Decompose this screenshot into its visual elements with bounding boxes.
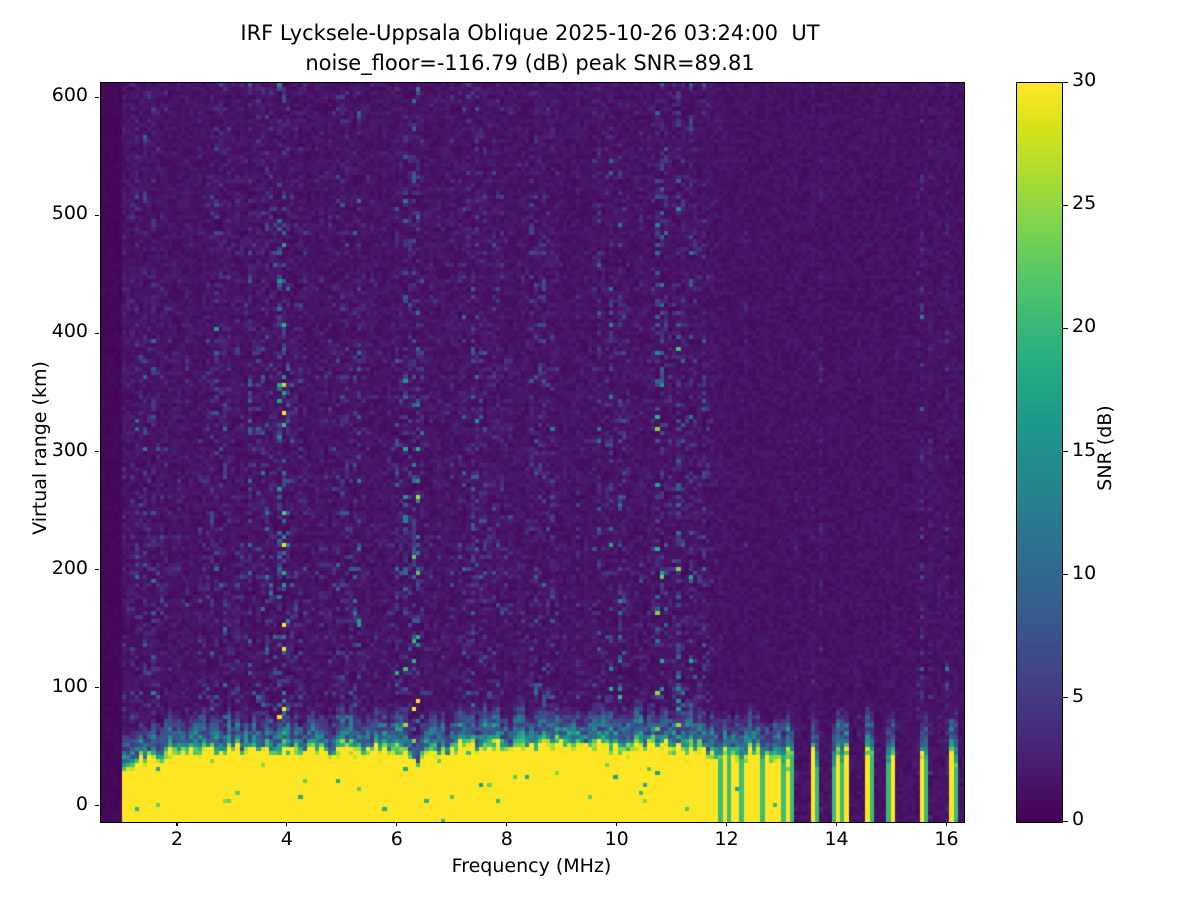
colorbar-tick-mark (1063, 574, 1068, 576)
colorbar-tick-label: 5 (1072, 684, 1085, 707)
figure-title: IRF Lycksele-Uppsala Oblique 2025-10-26 … (0, 18, 1060, 78)
x-tick-label: 8 (500, 828, 513, 850)
colorbar-tick-mark (1063, 81, 1068, 83)
colorbar-tick-mark (1063, 327, 1068, 329)
y-tick-label: 600 (51, 84, 88, 107)
x-tick-mark (836, 822, 838, 826)
x-tick-label: 4 (280, 828, 293, 850)
colorbar-tick-mark (1063, 697, 1068, 699)
colorbar-tick-mark (1063, 820, 1068, 822)
x-tick-label: 2 (170, 828, 183, 850)
x-tick-label: 12 (714, 828, 739, 850)
x-tick-mark (506, 822, 508, 826)
x-tick-label: 16 (934, 828, 959, 850)
x-tick-mark (946, 822, 948, 826)
title-line-1: IRF Lycksele-Uppsala Oblique 2025-10-26 … (240, 21, 820, 45)
colorbar-tick-label: 0 (1072, 808, 1085, 830)
colorbar (1016, 82, 1063, 823)
colorbar-tick-mark (1063, 451, 1068, 453)
x-tick-mark (286, 822, 288, 826)
y-tick-label: 300 (51, 438, 88, 461)
y-tick-mark (95, 96, 99, 98)
colorbar-tick-label: 10 (1072, 561, 1097, 584)
y-tick-mark (95, 805, 99, 807)
colorbar-tick-mark (1063, 204, 1068, 206)
y-tick-mark (95, 214, 99, 216)
x-tick-mark (616, 822, 618, 826)
y-tick-mark (95, 569, 99, 571)
plot-axes (100, 82, 965, 823)
title-line-2: noise_floor=-116.79 (dB) peak SNR=89.81 (305, 51, 755, 75)
y-tick-label: 400 (51, 320, 88, 343)
x-tick-label: 10 (604, 828, 629, 850)
ionogram-heatmap (101, 83, 964, 822)
y-tick-mark (95, 687, 99, 689)
x-tick-mark (176, 822, 178, 826)
colorbar-tick-label: 30 (1072, 69, 1097, 91)
x-tick-label: 14 (824, 828, 849, 850)
y-tick-label: 200 (51, 556, 88, 579)
x-axis-label: Frequency (MHz) (451, 855, 612, 877)
x-tick-mark (396, 822, 398, 826)
x-tick-mark (726, 822, 728, 826)
colorbar-tick-label: 25 (1072, 192, 1097, 215)
y-tick-mark (95, 332, 99, 335)
y-axis-label: Virtual range (km) (29, 361, 51, 535)
y-tick-label: 0 (75, 792, 88, 815)
colorbar-label: SNR (dB) (1094, 405, 1116, 491)
colorbar-tick-label: 15 (1072, 438, 1097, 461)
colorbar-gradient (1017, 83, 1062, 822)
y-tick-mark (95, 451, 99, 453)
y-tick-label: 100 (51, 674, 88, 697)
y-tick-label: 500 (51, 202, 88, 225)
x-tick-label: 6 (390, 828, 403, 850)
colorbar-tick-label: 20 (1072, 315, 1097, 338)
